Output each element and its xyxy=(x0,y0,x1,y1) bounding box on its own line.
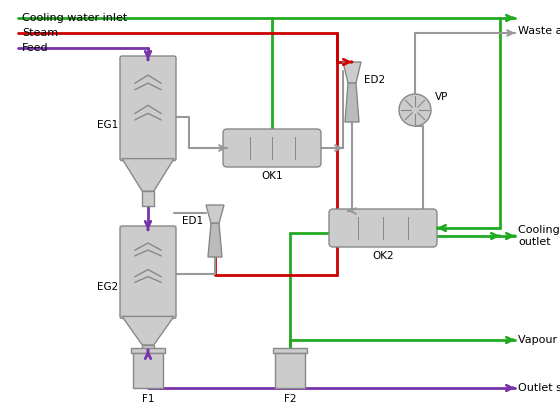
FancyBboxPatch shape xyxy=(329,209,437,247)
Polygon shape xyxy=(122,316,174,345)
Text: Waste air: Waste air xyxy=(518,26,560,36)
Text: Outlet solution: Outlet solution xyxy=(518,383,560,393)
Text: F2: F2 xyxy=(284,394,296,404)
Text: F1: F1 xyxy=(142,394,154,404)
Polygon shape xyxy=(206,205,224,223)
Bar xyxy=(133,353,163,388)
Text: VP: VP xyxy=(435,92,449,102)
Bar xyxy=(142,345,153,358)
Text: Feed: Feed xyxy=(22,43,49,53)
Text: Cooling water inlet: Cooling water inlet xyxy=(22,13,127,23)
Text: ED2: ED2 xyxy=(364,75,385,85)
Text: ED1: ED1 xyxy=(182,216,203,225)
Text: EG2: EG2 xyxy=(97,282,118,292)
Text: OK2: OK2 xyxy=(372,251,394,261)
Polygon shape xyxy=(345,83,359,122)
Polygon shape xyxy=(208,223,222,257)
Text: EG1: EG1 xyxy=(97,119,118,129)
Polygon shape xyxy=(122,159,174,191)
Polygon shape xyxy=(343,62,361,83)
Text: OK1: OK1 xyxy=(261,171,283,181)
Text: Steam: Steam xyxy=(22,28,58,38)
Bar xyxy=(273,348,307,353)
Bar xyxy=(142,191,153,206)
Bar xyxy=(275,353,305,388)
FancyBboxPatch shape xyxy=(120,56,176,160)
FancyBboxPatch shape xyxy=(223,129,321,167)
FancyBboxPatch shape xyxy=(120,226,176,318)
Bar xyxy=(130,348,165,353)
Text: Cooling water
outlet: Cooling water outlet xyxy=(518,225,560,247)
Circle shape xyxy=(399,94,431,126)
Text: Vapour condensate: Vapour condensate xyxy=(518,335,560,345)
